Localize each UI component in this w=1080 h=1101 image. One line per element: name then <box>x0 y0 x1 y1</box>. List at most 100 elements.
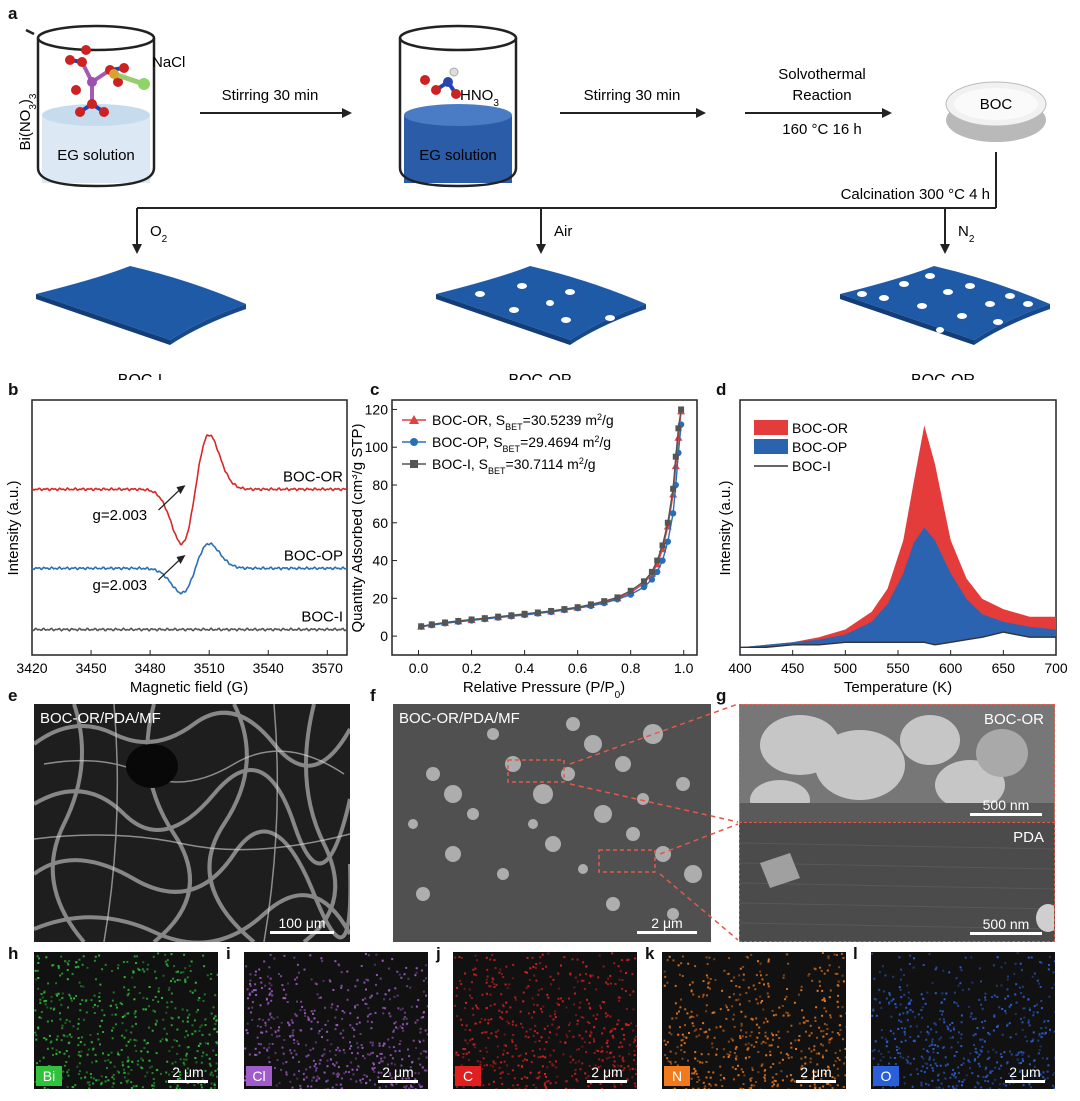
panel-label-e: e <box>8 686 18 705</box>
eds-scale: 2 μm <box>587 1064 627 1083</box>
particles-texture <box>393 704 711 942</box>
epr-line-boc-or <box>31 434 348 546</box>
boc-label: BOC <box>980 96 1013 113</box>
nacl-label: NaCl <box>152 54 185 71</box>
hno3-molecule-icon <box>420 67 461 99</box>
eds-map-cl: Cl 2 μm <box>244 952 428 1089</box>
tpd-x-tick-label: 700 <box>1044 660 1068 676</box>
bet-point <box>678 406 685 413</box>
boc-powder-dish-icon <box>945 81 1047 142</box>
tpd-line-boc-i <box>740 631 1056 648</box>
eds-scale-bar <box>796 1080 836 1083</box>
epr-x-label: Magnetic field (G) <box>130 679 248 696</box>
bet-y-tick-label: 40 <box>372 553 388 569</box>
step-1-label: Stirring 30 min <box>222 87 319 104</box>
bet-point <box>659 542 666 549</box>
bet-x-tick-label: 0.4 <box>515 660 535 676</box>
bet-point <box>674 433 683 441</box>
bet-chart: 0.0 0.2 0.4 0.6 0.8 1.0 0 20 40 60 80 100 120 BOC-OR… <box>352 399 698 698</box>
tpd-legend-swatch <box>754 420 788 435</box>
bet-point <box>587 601 594 608</box>
epr-series-label: BOC-OP <box>284 547 343 564</box>
tpd-x-tick-label: 500 <box>834 660 858 676</box>
eds-map-o: O 2 μm <box>871 952 1055 1089</box>
bet-y-tick-label: 60 <box>372 515 388 531</box>
step-3-line-2: Reaction <box>792 87 851 104</box>
step-3-line-1: Solvothermal <box>778 66 866 83</box>
tpd-x-tick-label: 600 <box>939 660 963 676</box>
panel-label-d: d <box>716 380 727 399</box>
epr-x-tick-label: 3540 <box>253 660 284 676</box>
calcination-label: Calcination 300 °C 4 h <box>841 186 990 203</box>
bet-point <box>534 609 541 616</box>
bet-point <box>654 557 661 564</box>
bet-x-tick-label: 1.0 <box>674 660 694 676</box>
atmosphere-n2: N2 <box>958 223 975 245</box>
eds-scale-bar <box>168 1080 208 1083</box>
bet-point <box>455 618 462 624</box>
bet-point <box>561 606 568 613</box>
panel-label-a: a <box>8 4 18 23</box>
tpd-x-tick-label: 400 <box>728 660 752 676</box>
eds-map-texture <box>663 952 846 1089</box>
epr-annotation: g=2.003 <box>93 577 148 594</box>
bet-point <box>468 616 475 623</box>
bet-y-tick-label: 0 <box>380 628 388 644</box>
sem-g-bottom-scale-text: 500 nm <box>982 916 1030 932</box>
tpd-area-boc-op <box>740 527 1056 648</box>
eds-scale-text: 2 μm <box>172 1064 204 1080</box>
foam-texture <box>34 704 350 942</box>
eds-map-bi: Bi 2 μm <box>34 952 218 1089</box>
boc-or-texture <box>740 705 1054 822</box>
epr-annotation-arrow <box>158 487 182 511</box>
sem-image-f: BOC-OR/PDA/MF 2 μm <box>393 704 711 942</box>
sem-g-top-scale: 500 nm <box>970 797 1042 816</box>
bet-y-tick-label: 20 <box>372 590 388 606</box>
sem-g-bottom-label: PDA <box>1013 829 1044 846</box>
eds-scale-text: 2 μm <box>591 1064 623 1080</box>
panel-label-b: b <box>8 380 19 399</box>
bet-x-tick-label: 0.0 <box>409 660 429 676</box>
beaker-2-label: EG solution <box>419 147 497 164</box>
sheet-boc-op-icon <box>436 266 646 345</box>
epr-annotation: g=2.003 <box>93 507 148 524</box>
eds-scale: 2 μm <box>1005 1064 1045 1083</box>
epr-x-tick-label: 3480 <box>135 660 166 676</box>
epr-line-boc-op <box>31 541 348 595</box>
eds-scale-bar <box>378 1080 418 1083</box>
eds-scale-bar <box>1005 1080 1045 1083</box>
epr-annotation-arrowhead <box>176 485 186 495</box>
atmosphere-air: Air <box>554 223 572 240</box>
eds-element-badge: Bi <box>36 1066 62 1086</box>
tpd-legend-entry: BOC-OR <box>792 420 848 436</box>
sheet-boc-or-icon <box>840 266 1050 345</box>
eds-scale-text: 2 μm <box>800 1064 832 1080</box>
bet-point <box>670 485 677 492</box>
panel-label-j: j <box>436 944 441 963</box>
sem-f-scale: 2 μm <box>637 915 697 934</box>
epr-y-label: Intensity (a.u.) <box>5 480 22 575</box>
bet-point <box>614 594 621 601</box>
bet-point <box>654 568 661 576</box>
bet-point <box>648 576 656 583</box>
bet-y-tick-label: 120 <box>365 401 389 417</box>
epr-line-boc-i <box>31 627 348 632</box>
sem-g-top-scale-bar <box>970 813 1042 816</box>
panel-label-l: l <box>853 944 858 963</box>
tpd-y-label: Intensity (a.u.) <box>718 480 734 575</box>
tpd-chart: 400 450 500 550 600 650 700 BOC-ORBOC-OPBOC-I … <box>718 399 1068 696</box>
eds-scale-text: 2 μm <box>382 1064 414 1080</box>
panel-label-h: h <box>8 944 19 963</box>
sem-g-bottom-scale-bar <box>970 932 1042 935</box>
bet-point <box>548 607 555 614</box>
synthesis-scheme: Bi(NO3)3 NaCl EG solution Stirring 30 mi… <box>17 24 1050 380</box>
sem-g-top-scale-text: 500 nm <box>982 797 1030 813</box>
bet-point <box>664 538 672 545</box>
acid-label: HNO3 <box>460 87 499 109</box>
sem-e-sample-label: BOC-OR/PDA/MF <box>40 710 161 727</box>
eds-map-n: N 2 μm <box>662 952 846 1089</box>
eds-scale: 2 μm <box>796 1064 836 1083</box>
eds-map-texture <box>244 952 428 1089</box>
bet-point <box>659 557 666 564</box>
step-3-line-3: 160 °C 16 h <box>782 121 861 138</box>
